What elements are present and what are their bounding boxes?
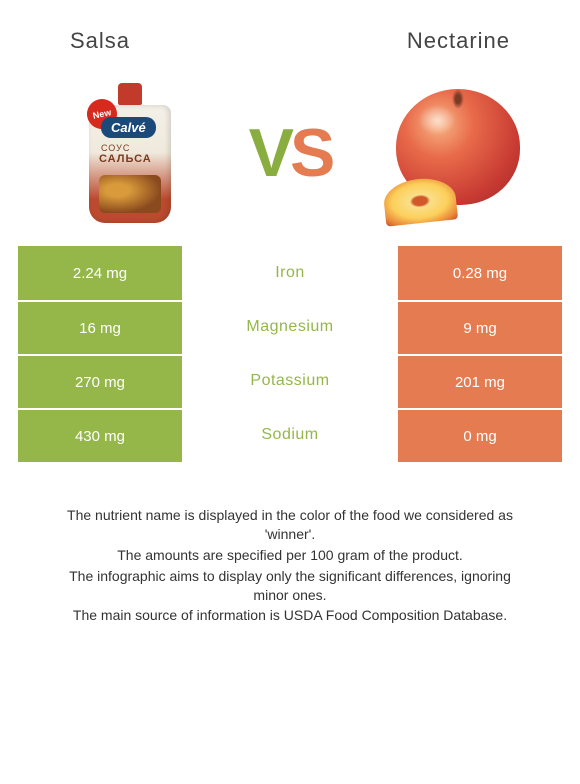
right-food-title: Nectarine [407, 28, 510, 54]
nutrient-label: Sodium [182, 408, 398, 462]
right-value: 0.28 mg [398, 246, 562, 300]
left-value: 16 mg [18, 300, 182, 354]
product-line2: САЛЬСА [99, 153, 152, 165]
right-value: 9 mg [398, 300, 562, 354]
table-row: 270 mg Potassium 201 mg [18, 354, 562, 408]
right-food-image [380, 78, 520, 228]
nutrient-label: Magnesium [182, 300, 398, 354]
table-row: 2.24 mg Iron 0.28 mg [18, 246, 562, 300]
left-value: 2.24 mg [18, 246, 182, 300]
table-row: 16 mg Magnesium 9 mg [18, 300, 562, 354]
left-value: 430 mg [18, 408, 182, 462]
vs-v: V [249, 114, 290, 192]
nutrient-label: Iron [182, 246, 398, 300]
left-value: 270 mg [18, 354, 182, 408]
vs-s: S [290, 114, 331, 192]
product-line1: СОУС [101, 143, 130, 153]
nutrient-label: Potassium [182, 354, 398, 408]
left-food-title: Salsa [70, 28, 130, 54]
salsa-pouch-icon: New Calvé СОУС САЛЬСА [89, 83, 171, 223]
footnote-line: The main source of information is USDA F… [56, 606, 524, 625]
footnotes: The nutrient name is displayed in the co… [56, 506, 524, 625]
table-row: 430 mg Sodium 0 mg [18, 408, 562, 462]
footnote-line: The nutrient name is displayed in the co… [56, 506, 524, 544]
footnote-line: The amounts are specified per 100 gram o… [56, 546, 524, 565]
taco-illustration-icon [99, 175, 161, 213]
vs-label: VS [249, 114, 332, 192]
nutrient-table: 2.24 mg Iron 0.28 mg 16 mg Magnesium 9 m… [18, 246, 562, 462]
right-value: 201 mg [398, 354, 562, 408]
brand-label: Calvé [101, 117, 156, 138]
footnote-line: The infographic aims to display only the… [56, 567, 524, 605]
right-value: 0 mg [398, 408, 562, 462]
left-food-image: New Calvé СОУС САЛЬСА [60, 78, 200, 228]
nectarine-icon [380, 83, 520, 223]
